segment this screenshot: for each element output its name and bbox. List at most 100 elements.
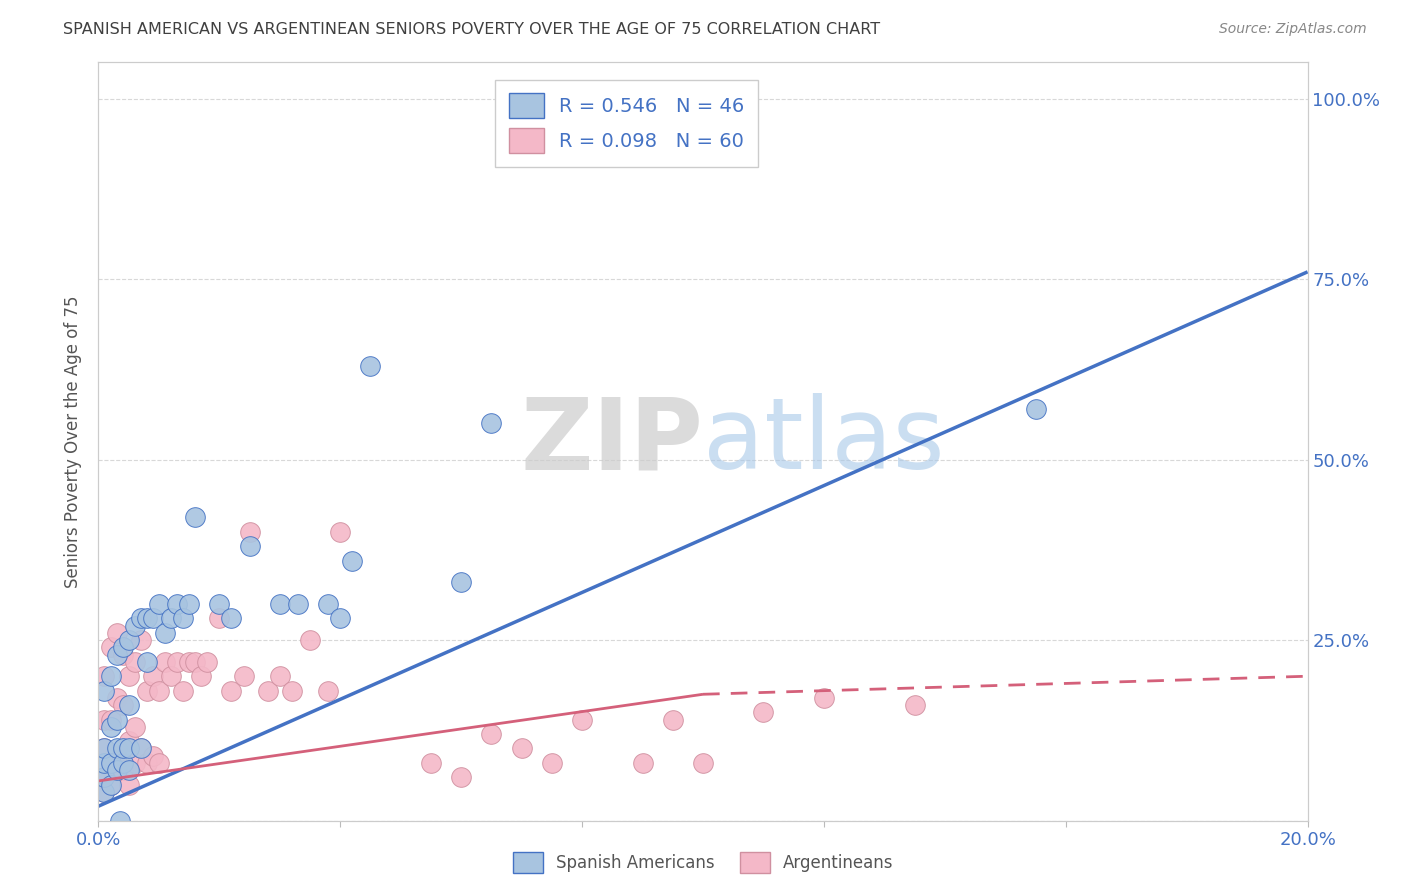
Legend: Spanish Americans, Argentineans: Spanish Americans, Argentineans xyxy=(506,846,900,880)
Point xyxy=(105,763,128,777)
Text: ZIP: ZIP xyxy=(520,393,703,490)
Point xyxy=(118,734,141,748)
Point xyxy=(93,713,115,727)
Point xyxy=(481,417,503,431)
Point xyxy=(239,539,262,553)
Point xyxy=(1024,402,1046,417)
Point xyxy=(148,756,170,770)
Point xyxy=(118,669,141,683)
Point xyxy=(100,720,122,734)
Point xyxy=(105,741,128,756)
Point xyxy=(100,778,122,792)
Point xyxy=(100,640,122,655)
Point xyxy=(420,756,443,770)
Point xyxy=(208,597,231,611)
Point xyxy=(93,741,115,756)
Point xyxy=(105,748,128,763)
Point xyxy=(105,626,128,640)
Point xyxy=(118,763,141,777)
Point xyxy=(450,575,472,590)
Point xyxy=(93,756,115,770)
Point xyxy=(124,720,146,734)
Point xyxy=(93,683,115,698)
Legend: R = 0.546   N = 46, R = 0.098   N = 60: R = 0.546 N = 46, R = 0.098 N = 60 xyxy=(495,79,758,167)
Point xyxy=(111,648,134,662)
Point xyxy=(360,359,382,373)
Text: SPANISH AMERICAN VS ARGENTINEAN SENIORS POVERTY OVER THE AGE OF 75 CORRELATION C: SPANISH AMERICAN VS ARGENTINEAN SENIORS … xyxy=(63,22,880,37)
Point xyxy=(142,748,165,763)
Text: Source: ZipAtlas.com: Source: ZipAtlas.com xyxy=(1219,22,1367,37)
Point xyxy=(142,611,165,625)
Point xyxy=(661,713,683,727)
Point xyxy=(135,683,157,698)
Point xyxy=(316,597,339,611)
Point xyxy=(105,648,128,662)
Point xyxy=(631,756,654,770)
Point xyxy=(108,814,131,828)
Point xyxy=(299,633,322,648)
Point xyxy=(100,756,122,770)
Point xyxy=(450,770,472,784)
Point xyxy=(129,741,152,756)
Point xyxy=(111,698,134,712)
Point xyxy=(571,713,593,727)
Point xyxy=(316,683,339,698)
Point xyxy=(232,669,254,683)
Point xyxy=(118,633,141,648)
Point xyxy=(93,741,115,756)
Point xyxy=(287,597,309,611)
Point xyxy=(100,669,122,683)
Point xyxy=(329,611,352,625)
Point xyxy=(904,698,927,712)
Point xyxy=(93,785,115,799)
Point xyxy=(269,669,291,683)
Point xyxy=(111,756,134,770)
Point xyxy=(105,690,128,705)
Point xyxy=(752,706,775,720)
Point xyxy=(129,741,152,756)
Point xyxy=(221,683,243,698)
Point xyxy=(129,611,152,625)
Point xyxy=(111,763,134,777)
Point xyxy=(118,741,141,756)
Point xyxy=(105,763,128,777)
Point xyxy=(111,741,134,756)
Point xyxy=(172,611,194,625)
Point xyxy=(208,611,231,625)
Point xyxy=(166,597,188,611)
Point xyxy=(93,770,115,784)
Point xyxy=(124,655,146,669)
Point xyxy=(118,698,141,712)
Point xyxy=(540,756,562,770)
Point xyxy=(93,770,115,784)
Point xyxy=(148,683,170,698)
Point xyxy=(124,756,146,770)
Point xyxy=(239,524,262,539)
Point xyxy=(153,655,176,669)
Point xyxy=(190,669,212,683)
Point xyxy=(124,618,146,632)
Point xyxy=(692,756,714,770)
Point xyxy=(153,626,176,640)
Point xyxy=(93,785,115,799)
Point xyxy=(281,683,304,698)
Text: atlas: atlas xyxy=(703,393,945,490)
Point xyxy=(135,756,157,770)
Point xyxy=(221,611,243,625)
Point xyxy=(184,510,207,524)
Point xyxy=(160,669,183,683)
Point xyxy=(148,597,170,611)
Point xyxy=(105,713,128,727)
Point xyxy=(481,727,503,741)
Point xyxy=(184,655,207,669)
Point xyxy=(256,683,278,698)
Point xyxy=(342,554,364,568)
Point xyxy=(142,669,165,683)
Point xyxy=(160,611,183,625)
Point xyxy=(118,778,141,792)
Point xyxy=(172,683,194,698)
Point xyxy=(135,611,157,625)
Point xyxy=(100,778,122,792)
Point xyxy=(510,741,533,756)
Point xyxy=(100,713,122,727)
